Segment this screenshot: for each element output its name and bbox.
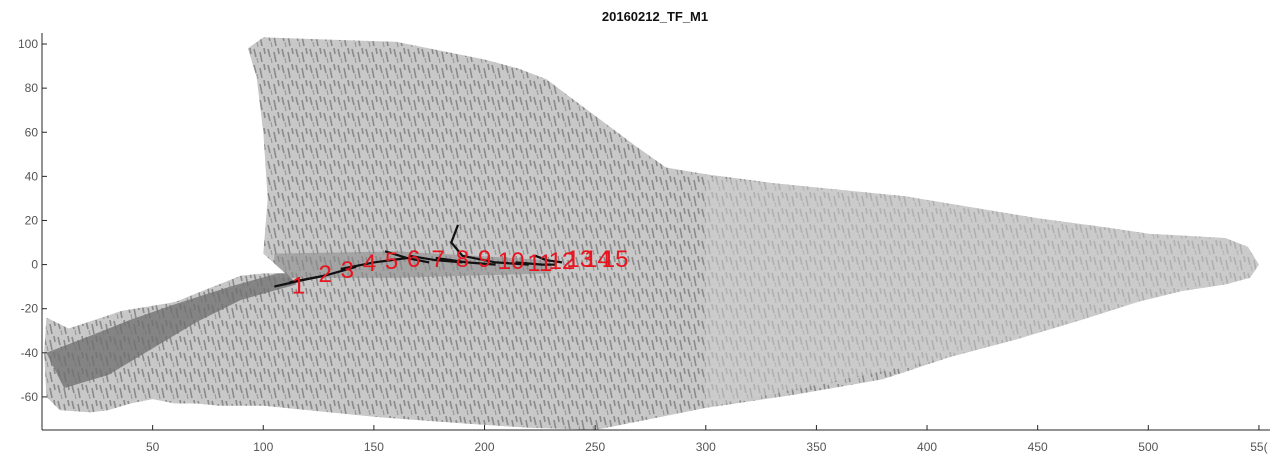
track-segment-2: [289, 265, 357, 284]
y-tick-label: -60: [21, 390, 39, 404]
point-label-9: 9: [478, 246, 491, 273]
y-tick-label: -20: [21, 302, 39, 316]
fish-image: [44, 37, 1259, 431]
y-tick-label: 40: [25, 169, 39, 183]
track-segment-8: [515, 261, 556, 266]
point-label-14: 14: [584, 246, 611, 273]
x-axis-ticks: 50 100 150 200 250 300 350 400 450 500 55(: [146, 425, 1268, 454]
track-segment-4: [384, 250, 430, 264]
x-tick-label: 50: [146, 440, 160, 454]
point-label-13: 13: [566, 246, 593, 273]
point-label-4: 4: [363, 250, 376, 277]
chart-title: 20160212_TF_M1: [602, 9, 708, 24]
y-tick-label: 60: [25, 125, 39, 139]
point-label-2: 2: [319, 261, 332, 288]
track-segment-6: [435, 256, 496, 266]
x-tick-label: 200: [475, 440, 495, 454]
point-label-15: 15: [602, 246, 629, 273]
point-label-7: 7: [431, 246, 444, 273]
y-tick-label: -40: [21, 346, 39, 360]
point-label-3: 3: [341, 257, 354, 284]
fish-shading: [46, 176, 1259, 408]
y-tick-label: 20: [25, 213, 39, 227]
y-axis-ticks: 100 80 60 40 20 0 -20 -40 -60: [18, 37, 47, 404]
y-tick-label: 100: [18, 37, 38, 51]
x-tick-label: 350: [806, 440, 826, 454]
x-tick-label: 150: [364, 440, 384, 454]
axes: 50 100 150 200 250 300 350 400 450 500 55( 1008060…: [18, 33, 1270, 454]
point-label-12: 12: [549, 248, 576, 275]
dark-region: [46, 271, 297, 389]
track-segment-3: [340, 256, 408, 271]
x-tick-label: 55(: [1250, 440, 1267, 454]
x-tick-label: 400: [917, 440, 937, 454]
x-tick-label: 500: [1138, 440, 1158, 454]
track-segment-7: [450, 224, 529, 266]
point-label-11: 11: [527, 250, 552, 277]
x-tick-label: 450: [1028, 440, 1048, 454]
track-segment-5: [409, 254, 463, 264]
light-region: [705, 176, 1259, 408]
x-tick-label: 100: [253, 440, 273, 454]
x-tick-label: 250: [585, 440, 605, 454]
track-layer: [274, 224, 563, 288]
point-label-6: 6: [407, 246, 420, 273]
point-label-8: 8: [456, 246, 469, 273]
point-label-5: 5: [385, 248, 398, 275]
y-tick-label: 80: [25, 81, 39, 95]
track-segment-9: [534, 254, 563, 264]
point-label-10: 10: [498, 248, 525, 275]
x-tick-label: 300: [696, 440, 716, 454]
point-label-1: 1: [292, 272, 305, 299]
y-tick-label: 0: [31, 258, 38, 272]
